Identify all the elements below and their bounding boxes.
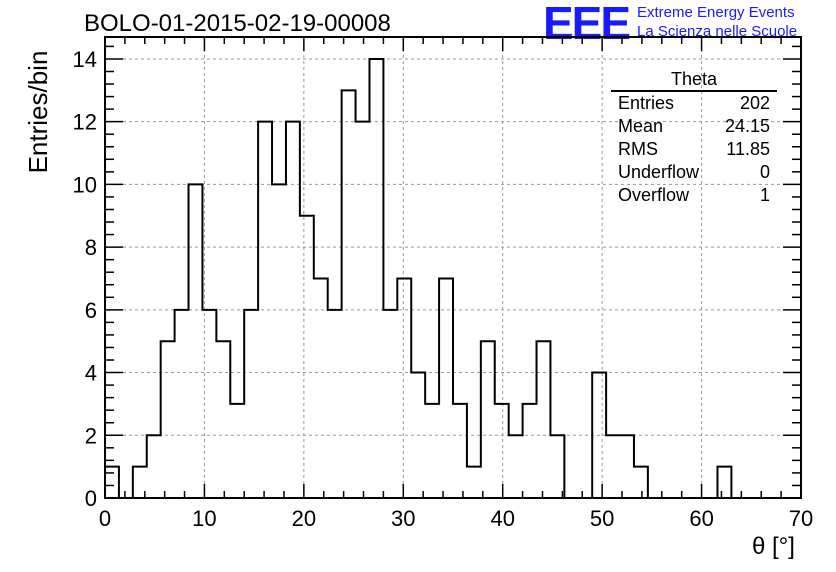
histogram-bin	[328, 310, 342, 498]
histogram-bin	[147, 435, 161, 498]
y-tick-label: 6	[85, 298, 97, 323]
histogram-bin	[537, 341, 551, 498]
histogram-bin	[634, 467, 648, 498]
histogram-bin	[495, 404, 509, 498]
y-tick-label: 8	[85, 235, 97, 260]
x-tick-label: 20	[292, 506, 316, 531]
histogram-bin	[356, 122, 370, 498]
histogram-bin	[523, 404, 537, 498]
stats-label: Underflow	[618, 162, 700, 182]
histogram-bin	[202, 310, 216, 498]
histogram-bin	[161, 341, 175, 498]
x-tick-label: 0	[99, 506, 111, 531]
x-tick-label: 10	[192, 506, 216, 531]
histogram-bin	[592, 373, 606, 498]
histogram-bin	[425, 404, 439, 498]
chart-title: BOLO-01-2015-02-19-00008	[84, 10, 391, 37]
x-tick-label: 30	[391, 506, 415, 531]
stats-label: Overflow	[618, 185, 690, 205]
stats-label: RMS	[618, 139, 658, 159]
histogram-bin	[411, 373, 425, 498]
stats-label: Entries	[618, 93, 675, 113]
histogram-bin	[216, 341, 230, 498]
stats-value: 0	[759, 162, 770, 182]
y-tick-label: 4	[85, 361, 97, 386]
y-tick-label: 10	[73, 172, 97, 197]
y-tick-label: 2	[85, 423, 97, 448]
histogram-bin	[105, 467, 119, 498]
stats-row: Entries 202	[611, 92, 777, 115]
histogram-bin	[189, 184, 203, 498]
plot-frame	[104, 36, 802, 499]
histogram-bin	[620, 435, 634, 498]
x-tick-label: 60	[689, 506, 713, 531]
y-tick-label: 14	[73, 47, 97, 72]
stats-value: 11.85	[726, 139, 770, 159]
eee-logo: EEE	[543, 0, 631, 49]
histogram-bin	[383, 310, 397, 498]
y-tick-label: 0	[85, 486, 97, 511]
histogram-bin	[314, 278, 328, 498]
x-axis-label: θ [°]	[752, 533, 795, 560]
stats-row: RMS 11.85	[611, 138, 777, 161]
histogram-bin	[467, 467, 481, 498]
histogram-bin	[244, 310, 258, 498]
histogram-bin	[286, 122, 300, 498]
histogram-bin	[258, 122, 272, 498]
stats-value: 202	[739, 93, 770, 113]
logo-caption: Extreme Energy Events La Scienza nelle S…	[637, 3, 797, 41]
stats-box: Theta Entries 202 Mean 24.15 RMS 11.85 Unde…	[611, 69, 777, 207]
y-tick-label: 12	[73, 110, 97, 135]
stats-row: Mean 24.15	[611, 115, 777, 138]
logo-line-1: Extreme Energy Events	[637, 4, 795, 21]
histogram-bin	[272, 184, 286, 498]
stats-title: Theta	[611, 69, 777, 92]
logo-line-2: La Scienza nelle Scuole	[637, 23, 798, 40]
stats-value: 24.15	[724, 116, 770, 136]
x-tick-label: 50	[590, 506, 614, 531]
histogram-bin	[509, 435, 523, 498]
stats-value: 1	[759, 185, 770, 205]
histogram-bin	[342, 90, 356, 498]
histogram-bin	[481, 341, 495, 498]
histogram-bin	[369, 59, 383, 498]
histogram-bin	[175, 310, 189, 498]
x-tick-label: 40	[490, 506, 514, 531]
histogram-bin	[550, 435, 564, 498]
histogram-bin	[606, 435, 620, 498]
histogram-bin	[439, 278, 453, 498]
histogram-bin	[717, 467, 731, 498]
histogram-bin	[300, 216, 314, 498]
histogram-bin	[453, 404, 467, 498]
histogram-bin	[397, 278, 411, 498]
histogram-series	[105, 57, 801, 499]
x-tick-label: 70	[789, 506, 813, 531]
histogram-bin	[230, 404, 244, 498]
stats-row: Underflow 0	[611, 161, 777, 184]
stats-label: Mean	[618, 116, 664, 136]
stats-row: Overflow 1	[611, 184, 777, 207]
